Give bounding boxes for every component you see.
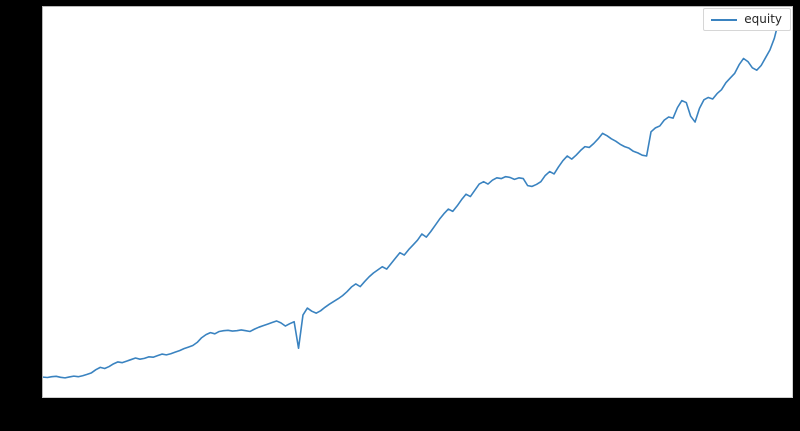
legend-label-equity: equity — [744, 12, 782, 26]
equity-line-chart — [43, 7, 792, 397]
plot-axes-area: equity — [42, 6, 793, 398]
y-axis-tick-labels — [0, 6, 38, 398]
chart-legend: equity — [703, 8, 791, 31]
x-axis-tick-labels — [42, 400, 793, 414]
legend-line-icon — [711, 18, 738, 21]
equity-series-line — [43, 21, 779, 378]
